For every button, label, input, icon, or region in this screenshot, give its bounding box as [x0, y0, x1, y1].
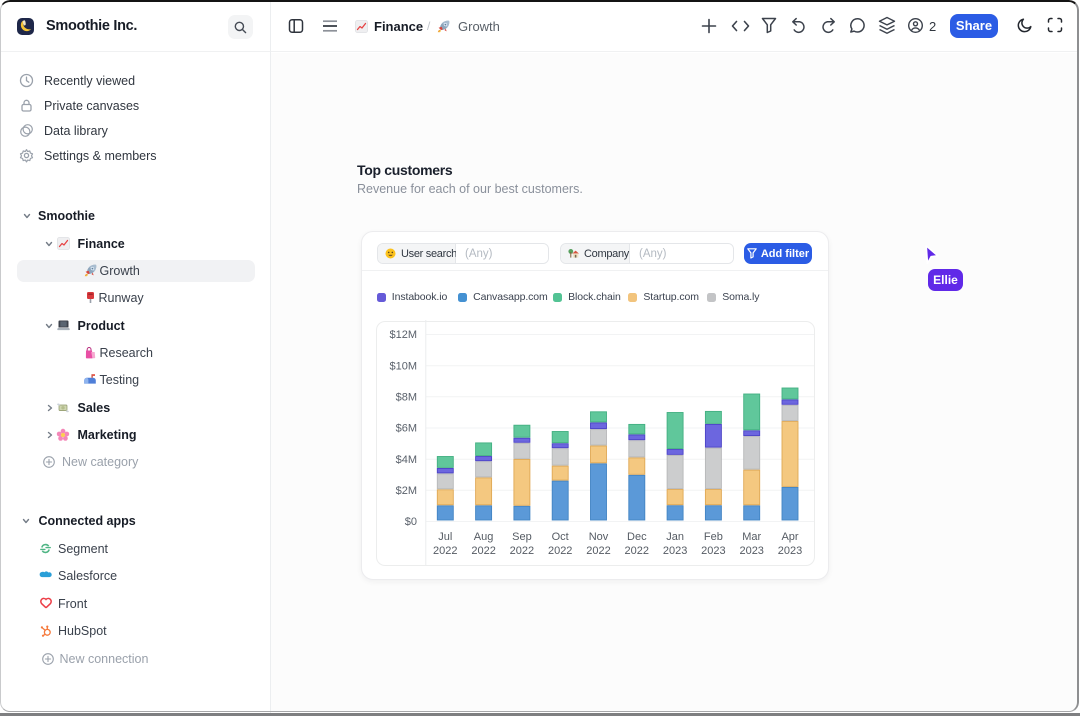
svg-text:Jan: Jan	[666, 531, 684, 543]
svg-text:2022: 2022	[471, 545, 495, 557]
svg-text:2022: 2022	[433, 545, 457, 557]
svg-text:Aug: Aug	[474, 531, 494, 543]
svg-text:2023: 2023	[701, 545, 725, 557]
svg-text:$10M: $10M	[389, 360, 417, 372]
svg-text:2022: 2022	[586, 545, 610, 557]
svg-text:2022: 2022	[548, 545, 572, 557]
svg-text:Dec: Dec	[627, 531, 647, 543]
svg-text:$0: $0	[405, 516, 417, 528]
svg-text:Feb: Feb	[704, 531, 723, 543]
svg-text:Oct: Oct	[552, 531, 569, 543]
svg-text:Apr: Apr	[781, 531, 798, 543]
svg-text:2023: 2023	[663, 545, 687, 557]
svg-text:Mar: Mar	[742, 531, 761, 543]
svg-text:$2M: $2M	[396, 485, 417, 497]
svg-text:$12M: $12M	[389, 329, 417, 341]
svg-text:Jul: Jul	[438, 531, 452, 543]
svg-text:Sep: Sep	[512, 531, 532, 543]
svg-text:$8M: $8M	[396, 392, 417, 404]
svg-text:$4M: $4M	[396, 454, 417, 466]
svg-text:Nov: Nov	[589, 531, 609, 543]
svg-text:2022: 2022	[625, 545, 649, 557]
svg-text:2022: 2022	[510, 545, 534, 557]
svg-text:2023: 2023	[739, 545, 763, 557]
svg-text:2023: 2023	[778, 545, 802, 557]
svg-text:$6M: $6M	[396, 423, 417, 435]
